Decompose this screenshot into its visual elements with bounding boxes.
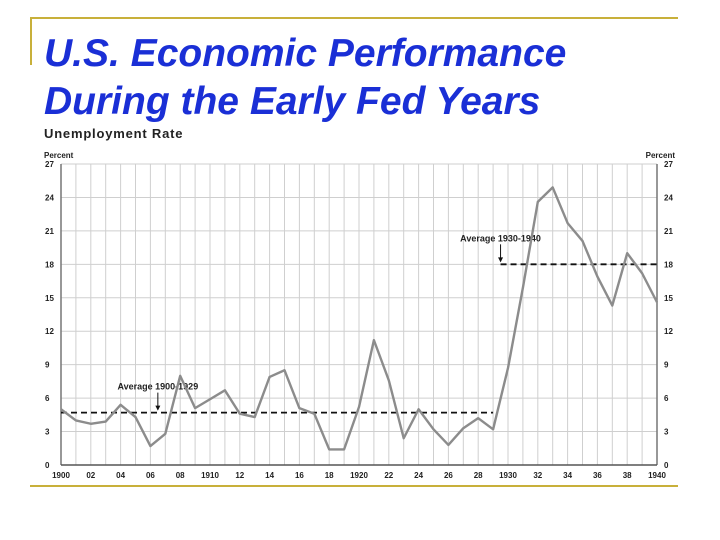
y-tick-label-left: 6 — [45, 394, 50, 403]
y-tick-label-left: 24 — [45, 193, 54, 202]
data-point — [268, 376, 271, 378]
data-point — [298, 407, 301, 409]
data-point — [373, 339, 375, 341]
x-tick-label: 06 — [146, 471, 155, 480]
slide-title-line-2: During the Early Fed Years — [44, 80, 541, 123]
y-tick-label-right: 12 — [664, 327, 673, 336]
y-axis-label-left: Percent — [44, 151, 74, 160]
x-tick-label: 26 — [444, 471, 453, 480]
data-point — [507, 367, 509, 369]
y-tick-label-left: 0 — [45, 461, 50, 470]
data-point — [641, 272, 643, 275]
average-label: Average 1900-1929 — [117, 382, 198, 392]
y-tick-label-left: 15 — [45, 294, 54, 303]
x-tick-label: 16 — [295, 471, 304, 480]
x-tick-label: 38 — [623, 471, 632, 480]
data-point — [164, 432, 167, 435]
x-tick-label: 1910 — [201, 471, 219, 480]
data-point — [90, 422, 92, 425]
data-point — [343, 448, 345, 451]
x-tick-label: 18 — [325, 471, 334, 480]
average-arrowhead — [155, 405, 161, 411]
data-point — [537, 201, 539, 203]
chart-title: Unemployment Rate — [44, 126, 183, 141]
data-point — [432, 428, 435, 431]
data-point — [477, 417, 480, 419]
slide-left-rule — [30, 17, 32, 65]
y-tick-label-left: 18 — [45, 260, 54, 269]
x-tick-label: 14 — [265, 471, 274, 480]
data-point — [149, 445, 152, 447]
y-tick-label-left: 9 — [45, 361, 50, 370]
y-axis-label-right: Percent — [646, 151, 676, 160]
data-point — [626, 252, 628, 254]
x-tick-label: 08 — [176, 471, 185, 480]
slide-top-rule — [30, 17, 678, 19]
x-tick-label: 36 — [593, 471, 602, 480]
x-tick-label: 24 — [414, 471, 423, 480]
data-point — [119, 404, 122, 406]
data-point — [239, 412, 241, 415]
x-tick-label: 1900 — [52, 471, 70, 480]
data-point — [551, 186, 554, 189]
y-tick-label-right: 9 — [664, 361, 669, 370]
y-tick-label-left: 3 — [45, 428, 50, 437]
x-tick-label: 32 — [533, 471, 542, 480]
data-point — [209, 398, 211, 401]
data-point — [492, 428, 494, 431]
x-tick-label: 1930 — [499, 471, 517, 480]
data-point — [402, 437, 405, 440]
data-point — [447, 444, 450, 446]
data-point — [388, 379, 390, 382]
data-point — [522, 286, 524, 289]
y-tick-label-right: 21 — [664, 227, 673, 236]
y-tick-label-right: 3 — [664, 428, 669, 437]
data-point — [462, 427, 465, 430]
x-tick-label: 12 — [235, 471, 244, 480]
y-tick-label-right: 24 — [664, 193, 673, 202]
data-point — [75, 419, 77, 422]
data-point — [313, 412, 316, 415]
data-point — [253, 416, 256, 418]
y-tick-label-left: 21 — [45, 227, 54, 236]
y-tick-label-right: 6 — [664, 394, 669, 403]
data-point — [224, 389, 226, 392]
data-point — [596, 275, 599, 278]
data-point — [60, 408, 62, 411]
x-tick-label: 22 — [384, 471, 393, 480]
y-tick-label-left: 27 — [45, 160, 54, 169]
y-tick-label-right: 18 — [664, 260, 673, 269]
data-point — [581, 240, 584, 242]
data-point — [194, 407, 196, 409]
x-tick-label: 02 — [86, 471, 95, 480]
y-tick-label-left: 12 — [45, 327, 54, 336]
data-point — [611, 304, 614, 307]
x-tick-label: 04 — [116, 471, 125, 480]
average-label: Average 1930-1940 — [460, 233, 541, 243]
data-point — [179, 375, 181, 377]
average-arrowhead — [498, 257, 504, 263]
x-tick-label: 34 — [563, 471, 572, 480]
data-point — [656, 301, 658, 304]
slide-title-line-1: U.S. Economic Performance — [44, 32, 567, 75]
data-point — [358, 406, 360, 408]
x-tick-label: 28 — [474, 471, 483, 480]
slide-bottom-rule — [30, 485, 678, 487]
y-tick-label-right: 0 — [664, 461, 669, 470]
y-tick-label-right: 27 — [664, 160, 673, 169]
data-point — [566, 222, 569, 224]
x-tick-label: 1920 — [350, 471, 368, 480]
y-tick-label-right: 15 — [664, 294, 673, 303]
data-point — [283, 369, 286, 372]
slide-title: U.S. Economic Performance During the Ear… — [44, 30, 566, 126]
data-point — [328, 448, 331, 451]
data-point — [134, 416, 137, 418]
x-tick-label: 1940 — [648, 471, 666, 480]
data-point — [417, 408, 420, 411]
unemployment-chart: Unemployment Rate Percent Percent Averag… — [44, 126, 676, 480]
data-point — [104, 420, 107, 423]
